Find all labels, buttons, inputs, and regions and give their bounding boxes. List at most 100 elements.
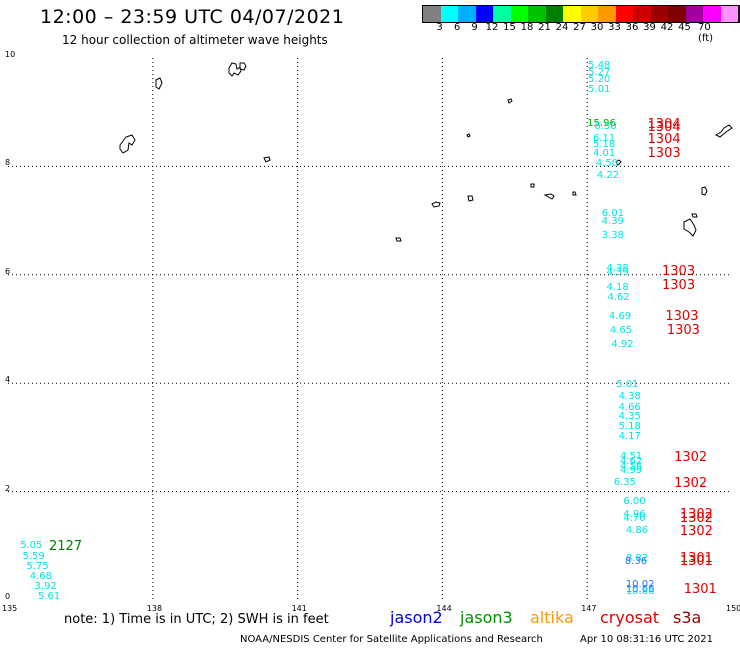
wave-height-label: 4.17: [618, 431, 641, 443]
color-swatch: [633, 6, 651, 22]
x-tick-label: 135: [2, 604, 18, 613]
coastline-island: [228, 62, 242, 77]
coastline-island: [714, 124, 733, 138]
wave-height-label: 10.86: [625, 586, 655, 598]
coastline-island: [543, 193, 555, 200]
pass-number-label: 1304: [647, 117, 681, 133]
wave-height-label: 4.38: [618, 391, 641, 403]
pass-number-label: 1302: [679, 507, 713, 523]
footer-timestamp: Apr 10 08:31:16 UTC 2021: [580, 634, 713, 645]
color-swatch: [475, 6, 493, 22]
pass-number-label: 1304: [647, 120, 681, 136]
color-scale-label: 30: [590, 22, 604, 33]
coastline-island: [691, 213, 698, 218]
wave-height-label: 5.20: [588, 73, 611, 85]
wave-height-label: 4.99: [620, 465, 643, 476]
wave-height-label: 5.01: [616, 378, 639, 390]
pass-number-label: 1301: [679, 550, 713, 566]
wave-height-label: 5.48: [588, 60, 611, 72]
wave-height-label: 4.86: [625, 524, 649, 536]
wave-height-label: 4.01: [592, 148, 616, 160]
color-swatch: [510, 6, 528, 22]
color-scale-label: 3: [436, 22, 443, 33]
wave-height-label: 6.01: [601, 207, 624, 219]
pass-number-label: 1302: [674, 475, 708, 491]
y-tick-label: 6: [5, 266, 11, 276]
legend-jason2: jason2: [390, 608, 443, 627]
pass-number-label: 1301: [679, 553, 713, 569]
coastline-island: [467, 195, 474, 202]
pass-number-label: 1301: [683, 582, 717, 598]
color-scale-label: 21: [538, 22, 551, 33]
wave-height-label: 4.62: [620, 455, 643, 467]
color-scale-labels: 3 6 9 12 15 18 21 24 27 30 33 36 39 42 45 70 (ft): [0, 22, 740, 44]
coastline-island: [530, 183, 535, 188]
coastline-island: [507, 98, 513, 104]
wave-height-label: 6.50: [594, 121, 617, 133]
x-tick-label: 150: [726, 604, 740, 613]
color-swatch: [563, 6, 581, 22]
wave-height-label: 5.18: [618, 421, 641, 433]
color-scale-label: 12: [485, 22, 499, 33]
coastline-island: [119, 134, 136, 154]
wave-height-label: 10.02: [625, 578, 655, 590]
color-scale-label: 39: [643, 22, 656, 33]
color-scale-label: 70 (ft): [698, 22, 714, 44]
pass-number-label: 2127: [49, 539, 83, 555]
pass-number-label: 1303: [662, 264, 696, 279]
wave-height-label: 4.39: [606, 266, 629, 278]
color-scale-label: 42: [660, 22, 674, 33]
wave-height-label: 4.56: [620, 461, 643, 473]
color-swatch: [738, 6, 740, 22]
wave-height-label: 4.68: [29, 571, 52, 583]
wave-height-label: 4.96: [623, 509, 646, 521]
wave-height-label: 8.82: [625, 552, 649, 564]
wave-height-label: 4.66: [618, 401, 641, 413]
wave-height-label: 15.96: [587, 118, 616, 130]
color-swatch: [598, 6, 616, 22]
pass-number-label: 1302: [679, 511, 713, 527]
y-tick-label: 10: [5, 50, 16, 59]
pass-number-label: 1302: [674, 450, 708, 466]
color-scale-label: 36: [625, 22, 639, 33]
wave-height-label: 4.65: [609, 324, 633, 336]
wave-height-label: 6.11: [592, 133, 616, 145]
coastline-island: [466, 133, 471, 138]
color-swatch: [528, 6, 546, 22]
color-swatch: [685, 6, 703, 22]
x-tick-label: 138: [146, 604, 163, 613]
wave-height-label: 3.92: [34, 580, 57, 592]
wave-height-label: 6.35: [613, 476, 636, 488]
wave-height-label: 4.18: [606, 281, 629, 293]
chart-title: 12:00 – 23:59 UTC 04/07/2021: [40, 6, 345, 28]
coastline-island: [155, 77, 163, 90]
pass-number-label: 1303: [647, 146, 681, 162]
coastline-island: [615, 159, 622, 166]
note-text: note: 1) Time is in UTC; 2) SWH is in fe…: [64, 612, 329, 627]
coastline-island: [683, 218, 697, 237]
coastline-island: [239, 62, 247, 71]
coastline-island: [431, 201, 441, 208]
color-swatch: [545, 6, 563, 22]
color-scale-label: 9: [471, 22, 478, 33]
color-scale-label: 27: [573, 22, 586, 33]
legend-cryosat: cryosat: [600, 608, 660, 627]
color-scale-label: 45: [678, 22, 691, 33]
pass-number-label: 1303: [666, 322, 700, 338]
legend-jason3: jason3: [460, 608, 513, 627]
wave-height-label: 4.62: [607, 291, 630, 303]
color-swatch: [493, 6, 511, 22]
y-tick-label: 4: [5, 375, 11, 385]
color-scale-label: 24: [555, 22, 569, 33]
color-swatch: [650, 6, 668, 22]
wave-height-label: 4.35: [618, 411, 641, 423]
color-scale-label: 15: [503, 22, 516, 33]
legend-s3a: s3a: [673, 608, 702, 627]
y-tick-label: 8: [5, 158, 11, 168]
wave-height-label: 5.61: [37, 590, 61, 602]
color-swatch: [703, 6, 721, 22]
wave-height-label: 5.27: [588, 67, 611, 79]
coastline-island: [701, 186, 708, 196]
color-swatch: [668, 6, 686, 22]
